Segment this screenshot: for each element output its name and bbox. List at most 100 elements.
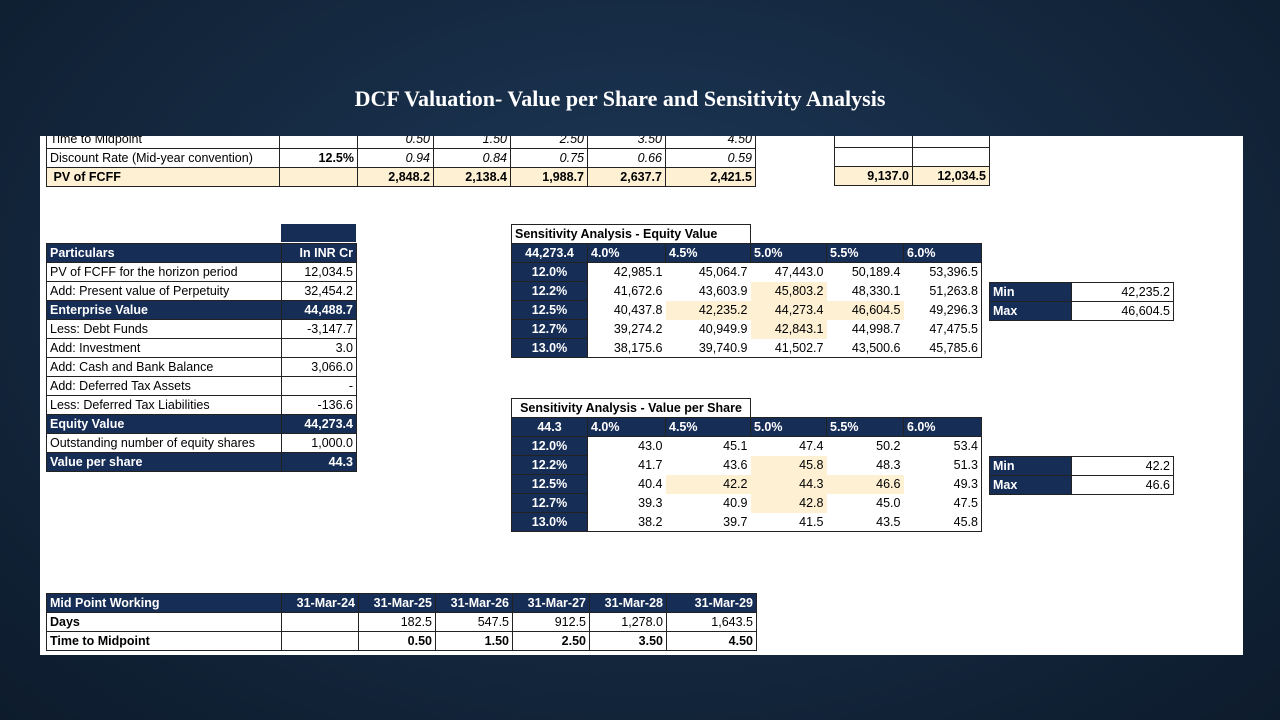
sensitivity-row: 12.5% 40,437.8 42,235.2 44,273.4 46,604.5 49,… — [511, 300, 982, 320]
growth-rate-header: 6.0% — [903, 243, 982, 263]
discount-rate-cell: 12.2% — [511, 281, 588, 301]
sensitivity-value: 38.2 — [587, 512, 666, 532]
valuation-value: 3.0 — [281, 338, 357, 358]
sensitivity-value: 50,189.4 — [851, 265, 901, 280]
sensitivity-value: 47.4 — [799, 439, 824, 454]
time-value: 0.50 — [358, 631, 436, 651]
min-label: Min — [989, 456, 1072, 476]
sensitivity-share-title-row: Sensitivity Analysis - Value per Share — [511, 398, 982, 418]
max-value: 46,604.5 — [1071, 301, 1174, 321]
pv-fcff-value: 2,848.2 — [357, 167, 434, 187]
sensitivity-row: 12.5% 40.4 42.2 44.3 46.6 49.3 — [511, 474, 982, 494]
valuation-row: PV of FCFF for the horizon period 12,034.… — [46, 262, 357, 282]
discount-rate-cell: 13.0% — [511, 512, 588, 532]
midpoint-table: Mid Point Working 31-Mar-24 31-Mar-25 31… — [46, 593, 757, 651]
valuation-label: Less: Debt Funds — [46, 319, 282, 339]
valuation-row: Less: Debt Funds -3,147.7 — [46, 319, 357, 339]
sensitivity-value: 47,443.0 — [774, 265, 824, 280]
discount-rate-label: Discount Rate (Mid-year convention) — [46, 148, 280, 168]
growth-rate-header: 4.5% — [665, 417, 751, 437]
growth-rate-header: 4.0% — [587, 417, 666, 437]
growth-rate-header: 5.5% — [826, 243, 904, 263]
sensitivity-value: 47.5 — [903, 493, 982, 513]
valuation-value: 32,454.2 — [281, 281, 357, 301]
time-to-midpoint-row: Time to Midpoint 0.50 1.50 2.50 3.50 4.5… — [46, 631, 757, 651]
date-header: 31-Mar-29 — [666, 593, 757, 613]
pv-fcff-value: 2,421.5 — [665, 167, 756, 187]
growth-rate-header: 6.0% — [903, 417, 982, 437]
time-value: 2.50 — [512, 631, 590, 651]
sensitivity-row: 12.0% 42,985.1 45,064.7 47,443.0 50,189.4 53,… — [511, 262, 982, 282]
sensitivity-equity-title-row: Sensitivity Analysis - Equity Value — [511, 224, 982, 244]
valuation-value: 3,066.0 — [281, 357, 357, 377]
sensitivity-value: 42,985.1 — [613, 265, 663, 280]
valuation-label: Outstanding number of equity shares — [46, 433, 282, 453]
valuation-label: Add: Deferred Tax Assets — [46, 376, 282, 396]
sensitivity-value: 40,949.9 — [698, 322, 748, 336]
discount-factor: 0.84 — [433, 148, 511, 168]
sensitivity-value: 39,274.2 — [613, 322, 663, 336]
valuation-row: Enterprise Value 44,488.7 — [46, 300, 357, 320]
time-value: 1.50 — [435, 631, 513, 651]
particulars-header: Particulars — [46, 243, 282, 263]
sensitivity-corner: 44.3 — [511, 417, 588, 437]
midpoint-header-row: Mid Point Working 31-Mar-24 31-Mar-25 31… — [46, 593, 757, 613]
valuation-table: Particulars In INR Cr PV of FCFF for the… — [46, 243, 357, 472]
valuation-row: Add: Present value of Perpetuity 32,454.2 — [46, 281, 357, 301]
pv-fcff-table: Time to Midpoint 0.50 1.50 2.50 3.50 4.5… — [46, 136, 756, 187]
date-header: 31-Mar-24 — [281, 593, 359, 613]
days-value: 1,278.0 — [589, 612, 667, 632]
sensitivity-value: 46,604.5 — [826, 300, 904, 320]
equity-minmax-table: Min 42,235.2 Max 46,604.5 — [989, 282, 1174, 321]
valuation-label: Add: Cash and Bank Balance — [46, 357, 282, 377]
days-value — [281, 612, 359, 632]
sensitivity-share-title: Sensitivity Analysis - Value per Share — [511, 398, 751, 418]
valuation-row: Add: Deferred Tax Assets - — [46, 376, 357, 396]
valuation-value: 44,488.7 — [281, 300, 357, 320]
sensitivity-value: 51.3 — [903, 455, 982, 475]
sensitivity-value: 45,785.6 — [903, 338, 982, 358]
discount-factor: 0.66 — [587, 148, 666, 168]
time-value: 4.50 — [666, 631, 757, 651]
sensitivity-equity-title: Sensitivity Analysis - Equity Value — [511, 224, 751, 244]
discount-rate-cell: 12.5% — [511, 474, 588, 494]
discount-factor: 0.94 — [357, 148, 434, 168]
sensitivity-share-header-row: 44.3 4.0% 4.5% 5.0% 5.5% 6.0% — [511, 417, 982, 437]
min-label: Min — [989, 282, 1072, 302]
partial-value: 4.50 — [665, 136, 756, 149]
discount-rate-value: 12.5% — [279, 148, 358, 168]
sensitivity-value: 43,500.6 — [826, 338, 904, 358]
valuation-value: -3,147.7 — [281, 319, 357, 339]
sensitivity-value: 44,273.4 — [750, 300, 827, 320]
sensitivity-value: 40.9 — [723, 496, 748, 510]
unit-header: In INR Cr — [281, 243, 357, 263]
midpoint-header: Mid Point Working — [46, 593, 282, 613]
growth-rate-header: 5.0% — [750, 243, 827, 263]
growth-rate-header: 5.0% — [750, 417, 827, 437]
sensitivity-row: 13.0% 38.2 39.7 41.5 43.5 45.8 — [511, 512, 982, 532]
discount-rate-cell: 12.7% — [511, 319, 588, 339]
sensitivity-row: 12.7% 39.3 40.9 42.8 45.0 47.5 — [511, 493, 982, 513]
valuation-row: Outstanding number of equity shares 1,000… — [46, 433, 357, 453]
sensitivity-value: 41,672.6 — [613, 284, 663, 298]
sensitivity-value: 45.0 — [876, 496, 901, 510]
pv-fcff-row: PV of FCFF 2,848.2 2,138.4 1,988.7 2,637… — [46, 167, 756, 187]
discount-rate-cell: 12.7% — [511, 493, 588, 513]
sensitivity-equity-table: Sensitivity Analysis - Equity Value 44,2… — [511, 224, 982, 358]
sensitivity-value: 49,296.3 — [903, 300, 982, 320]
valuation-label: Add: Present value of Perpetuity — [46, 281, 282, 301]
sensitivity-row: 12.0% 43.0 45.1 47.4 50.2 53.4 — [511, 436, 982, 456]
valuation-label: PV of FCFF for the horizon period — [46, 262, 282, 282]
sensitivity-value: 41.7 — [638, 458, 663, 472]
min-value: 42,235.2 — [1071, 282, 1174, 302]
sensitivity-corner: 44,273.4 — [511, 243, 588, 263]
valuation-value: - — [281, 376, 357, 396]
discount-factor: 0.59 — [665, 148, 756, 168]
sensitivity-value: 46.6 — [826, 474, 904, 494]
days-value: 912.5 — [512, 612, 590, 632]
spreadsheet-area: Time to Midpoint 0.50 1.50 2.50 3.50 4.5… — [40, 136, 1243, 655]
valuation-header-row: Particulars In INR Cr — [46, 243, 357, 263]
time-value: 3.50 — [589, 631, 667, 651]
pv-fcff-value: 1,988.7 — [510, 167, 588, 187]
days-value: 1,643.5 — [666, 612, 757, 632]
